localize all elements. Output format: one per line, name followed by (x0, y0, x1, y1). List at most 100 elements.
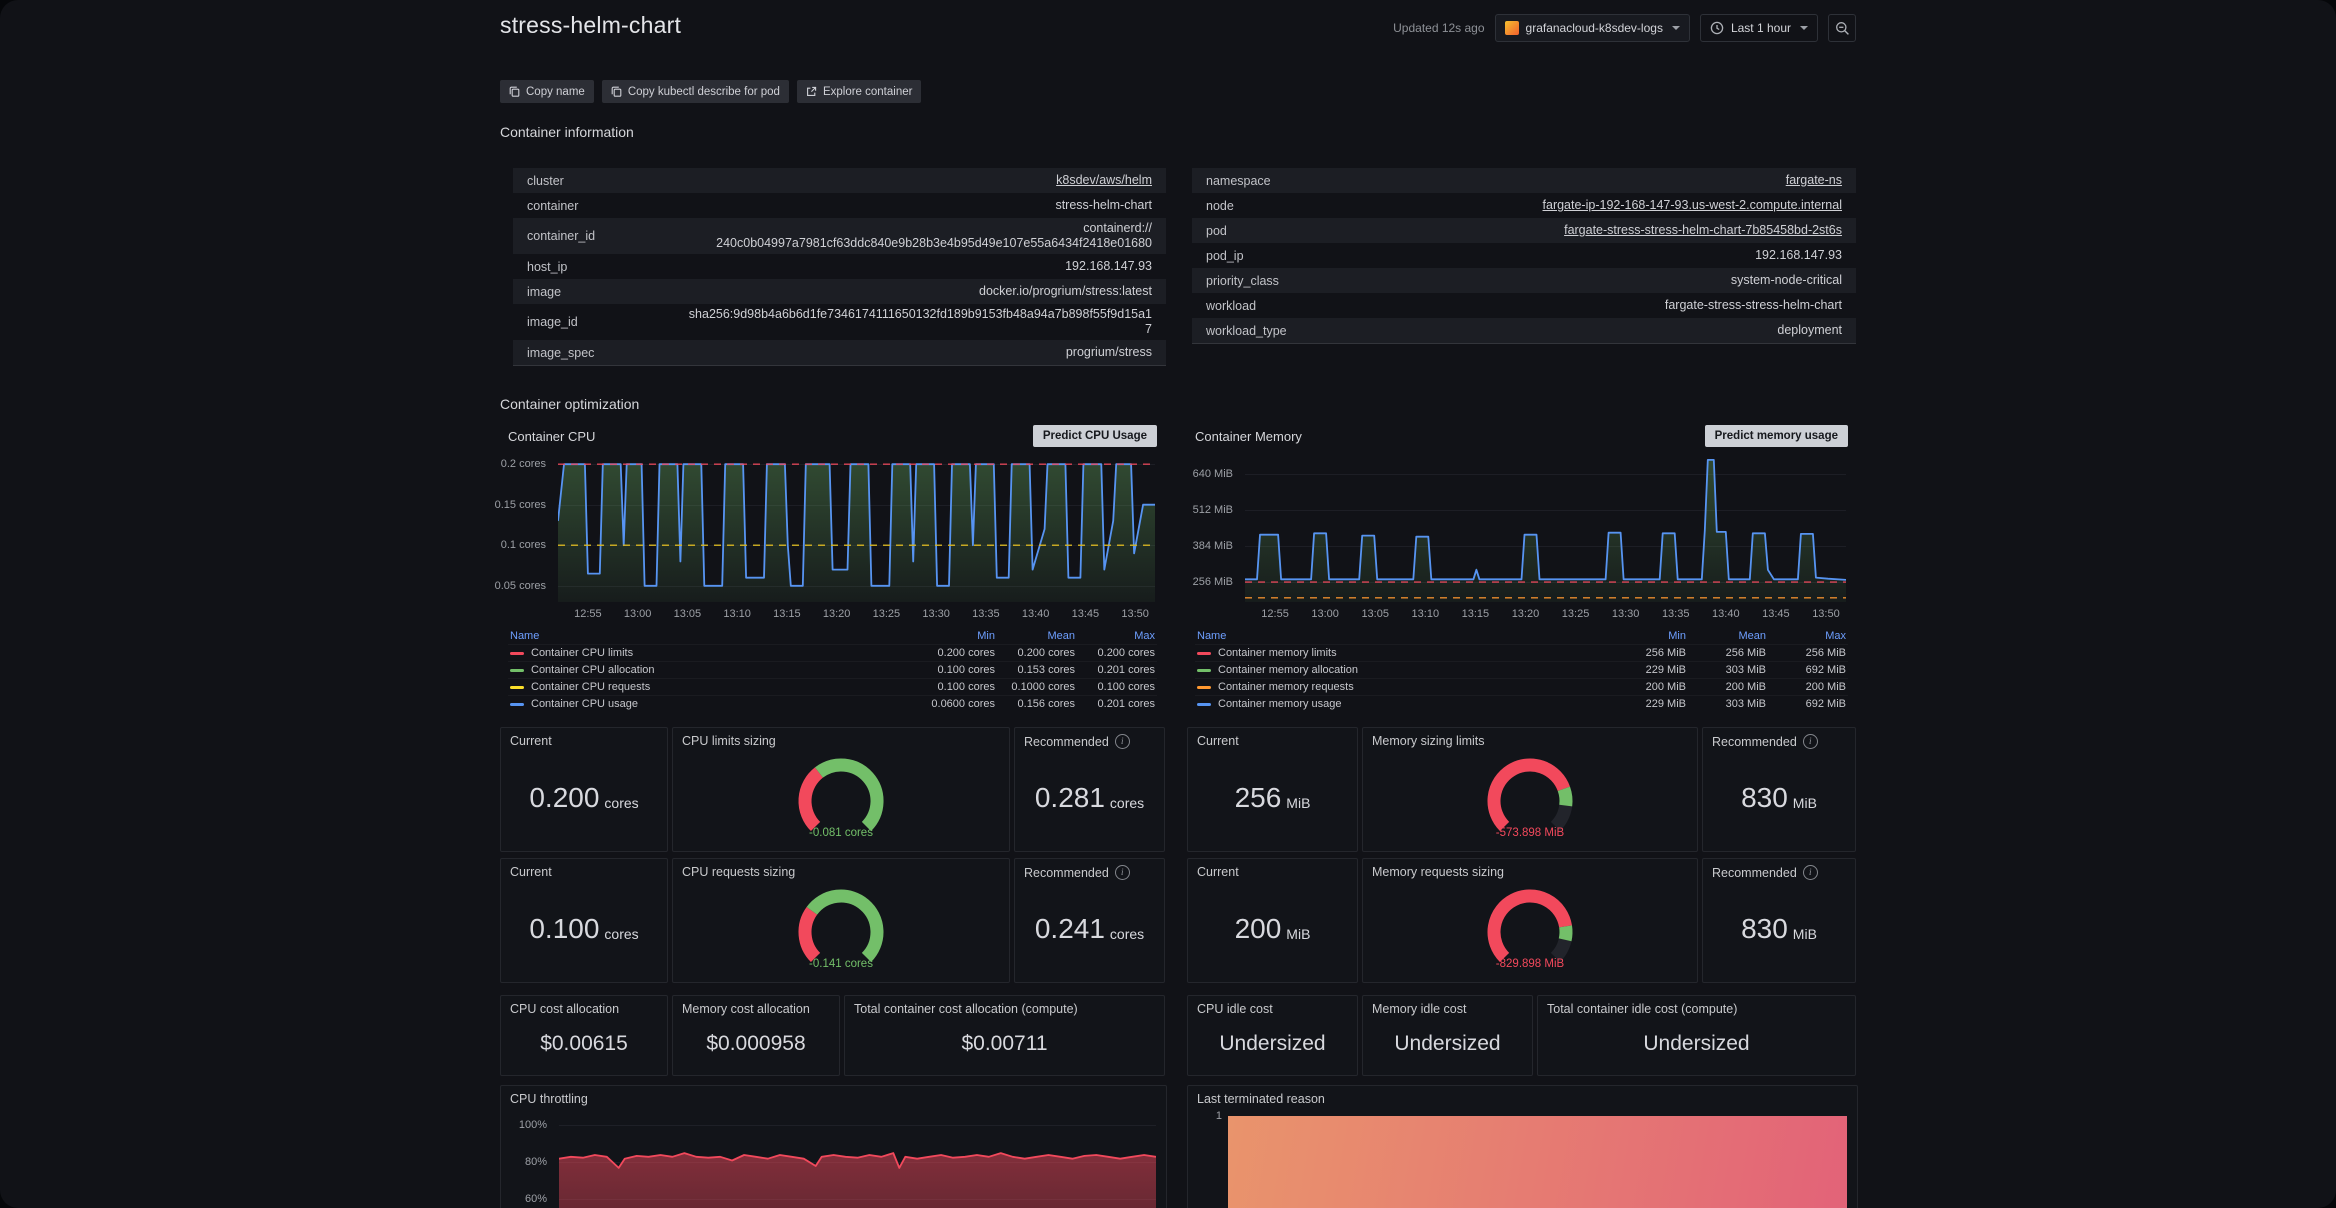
external-link-icon (807, 86, 817, 96)
series-color-marker (1197, 702, 1211, 706)
info-value: sha256:9d98b4a6b6d1fe7346174111650132fd1… (688, 307, 1152, 336)
legend-stat-value: 0.153 cores (1017, 664, 1075, 676)
stat-value: 830 MiB (1703, 859, 1855, 982)
info-value-link[interactable]: fargate-stress-stress-helm-chart-7b85458… (1564, 223, 1842, 237)
series-name[interactable]: Container CPU requests (531, 681, 651, 693)
series-name[interactable]: Container memory limits (1218, 647, 1337, 659)
legend-header-stat[interactable]: Mean (1738, 630, 1766, 642)
stat-number: $0.00711 (961, 1031, 1048, 1055)
explore-container-label: Explore container (822, 85, 913, 98)
stat-value: 0.200 cores (501, 728, 667, 851)
loki-logo-icon (1504, 21, 1519, 35)
info-row-pod: pod fargate-stress-stress-helm-chart-7b85… (1192, 218, 1856, 243)
series-name[interactable]: Container CPU limits (531, 647, 634, 659)
legend-name-cell: Container memory limits (1195, 647, 1608, 659)
info-key: cluster (527, 173, 564, 188)
info-key: node (1206, 198, 1234, 213)
zoom-out-button[interactable] (1828, 14, 1856, 42)
info-key: image_id (527, 315, 578, 329)
info-value: fargate-stress-stress-helm-chart (1664, 298, 1842, 312)
series-name[interactable]: Container memory requests (1218, 681, 1354, 693)
info-icon[interactable]: i (1114, 734, 1130, 749)
cpu-time-series-plot[interactable] (558, 452, 1155, 602)
legend-stat-value: 0.0600 cores (931, 698, 995, 710)
x-axis-label: 13:25 (1561, 608, 1590, 620)
info-value-link[interactable]: fargate-ip-192-168-147-93.us-west-2.comp… (1542, 198, 1842, 212)
x-axis-label: 13:20 (1511, 608, 1540, 620)
memory-sizing-limits-gauge-panel: Memory sizing limits -573.898 MiB (1362, 727, 1698, 852)
info-value-link[interactable]: k8sdev/aws/helm (1056, 173, 1152, 187)
time-range-picker[interactable]: Last 1 hour (1699, 14, 1818, 42)
legend-stat-value: 0.200 cores (1097, 647, 1155, 659)
x-axis-label: 13:45 (1071, 608, 1100, 620)
gauge-value: -829.898 MiB (1495, 958, 1565, 970)
copy-kubectl-describe-button[interactable]: Copy kubectl describe for pod (601, 80, 789, 103)
legend-stat-value: 256 MiB (1645, 647, 1686, 659)
action-buttons: Copy name Copy kubectl describe for pod … (500, 80, 922, 103)
info-row-node: node fargate-ip-192-168-147-93.us-west-2.… (1192, 193, 1856, 218)
panel-title: CPU throttling (510, 1092, 588, 1106)
info-row-container: container stress-helm-chart (513, 193, 1166, 218)
datasource-picker[interactable]: grafanacloud-k8sdev-logs (1494, 14, 1690, 42)
series-color-marker (510, 685, 524, 689)
panel-header: Container Memory Predict memory usage (1195, 424, 1848, 448)
cpu-legend: Name Min Mean Max Container CPU limits 0.200 … (508, 628, 1157, 712)
legend-name-cell: Container CPU limits (508, 647, 917, 659)
memory-time-series-plot[interactable] (1245, 452, 1846, 602)
y-axis-label: 60% (524, 1193, 547, 1206)
series-color-marker (1197, 651, 1211, 655)
series-color-marker (1197, 668, 1211, 672)
panel-header: Container CPU Predict CPU Usage (508, 424, 1157, 448)
legend-name-cell: Container CPU requests (508, 681, 917, 693)
last-terminated-reason-area[interactable] (1228, 1116, 1847, 1208)
gridline (559, 1125, 1156, 1127)
info-value: stress-helm-chart (1055, 198, 1152, 212)
legend-header-stat[interactable]: Max (1134, 630, 1155, 642)
info-value-link[interactable]: fargate-ns (1785, 173, 1842, 187)
x-axis-label: 13:35 (972, 608, 1000, 620)
predict-cpu-usage-button[interactable]: Predict CPU Usage (1032, 425, 1157, 447)
info-row-pod_ip: pod_ip 192.168.147.93 (1192, 243, 1856, 268)
series-name[interactable]: Container memory usage (1218, 698, 1342, 710)
series-name[interactable]: Container CPU allocation (531, 664, 655, 676)
info-icon[interactable]: i (1802, 865, 1818, 880)
panel-title-text: Recommended (1024, 734, 1109, 749)
stat-value: $0.00711 (845, 996, 1164, 1075)
stat-unit: MiB (1792, 925, 1817, 942)
info-icon[interactable]: i (1114, 865, 1130, 880)
zoom-out-icon (1835, 21, 1849, 35)
legend-header-stat[interactable]: Mean (1047, 630, 1075, 642)
recommended-memory-request-stat: Recommended i 830 MiB (1702, 858, 1856, 983)
predict-memory-usage-button[interactable]: Predict memory usage (1704, 425, 1848, 447)
memory-requests-sizing-gauge-panel: Memory requests sizing -829.898 MiB (1362, 858, 1698, 983)
info-value: deployment (1777, 323, 1842, 337)
info-icon[interactable]: i (1802, 734, 1818, 749)
x-axis-label: 13:00 (623, 608, 652, 620)
legend-header-stat[interactable]: Max (1825, 630, 1846, 642)
copy-name-button[interactable]: Copy name (500, 80, 594, 103)
series-name[interactable]: Container memory allocation (1218, 664, 1359, 676)
x-axis: 12:55 13:00 13:05 13:10 13:15 13:20 13:25 13:30… (558, 608, 1155, 622)
gridline (1245, 474, 1846, 476)
cpu-throttling-plot[interactable] (559, 1118, 1156, 1208)
explore-container-button[interactable]: Explore container (796, 80, 922, 103)
container-memory-panel: Container Memory Predict memory usage 64… (1187, 420, 1856, 713)
datasource-value: grafanacloud-k8sdev-logs (1525, 21, 1663, 35)
panel-title: CPU limits sizing (682, 734, 776, 748)
x-axis: 12:55 13:00 13:05 13:10 13:15 13:20 13:25 13:30… (1245, 608, 1846, 622)
legend-stat-value: 229 MiB (1645, 664, 1686, 676)
legend-header-name: Name (1197, 630, 1227, 642)
stat-value: 200 MiB (1188, 859, 1357, 982)
current-cpu-limit-stat: Current 0.200 cores (500, 727, 668, 852)
stat-number: 0.100 (529, 912, 600, 944)
current-memory-limit-stat: Current 256 MiB (1187, 727, 1358, 852)
gauge: -0.081 cores (673, 750, 1009, 847)
legend-header-stat[interactable]: Min (1668, 630, 1686, 642)
gauge-value: -573.898 MiB (1495, 827, 1565, 839)
stat-number: 830 (1741, 912, 1788, 944)
legend-stat-value: 200 MiB (1805, 681, 1846, 693)
legend-header-stat[interactable]: Min (977, 630, 995, 642)
cpu-idle-cost-panel: CPU idle cost Undersized (1187, 995, 1358, 1076)
info-row-workload_type: workload_type deployment (1192, 318, 1856, 343)
series-name[interactable]: Container CPU usage (531, 698, 639, 710)
